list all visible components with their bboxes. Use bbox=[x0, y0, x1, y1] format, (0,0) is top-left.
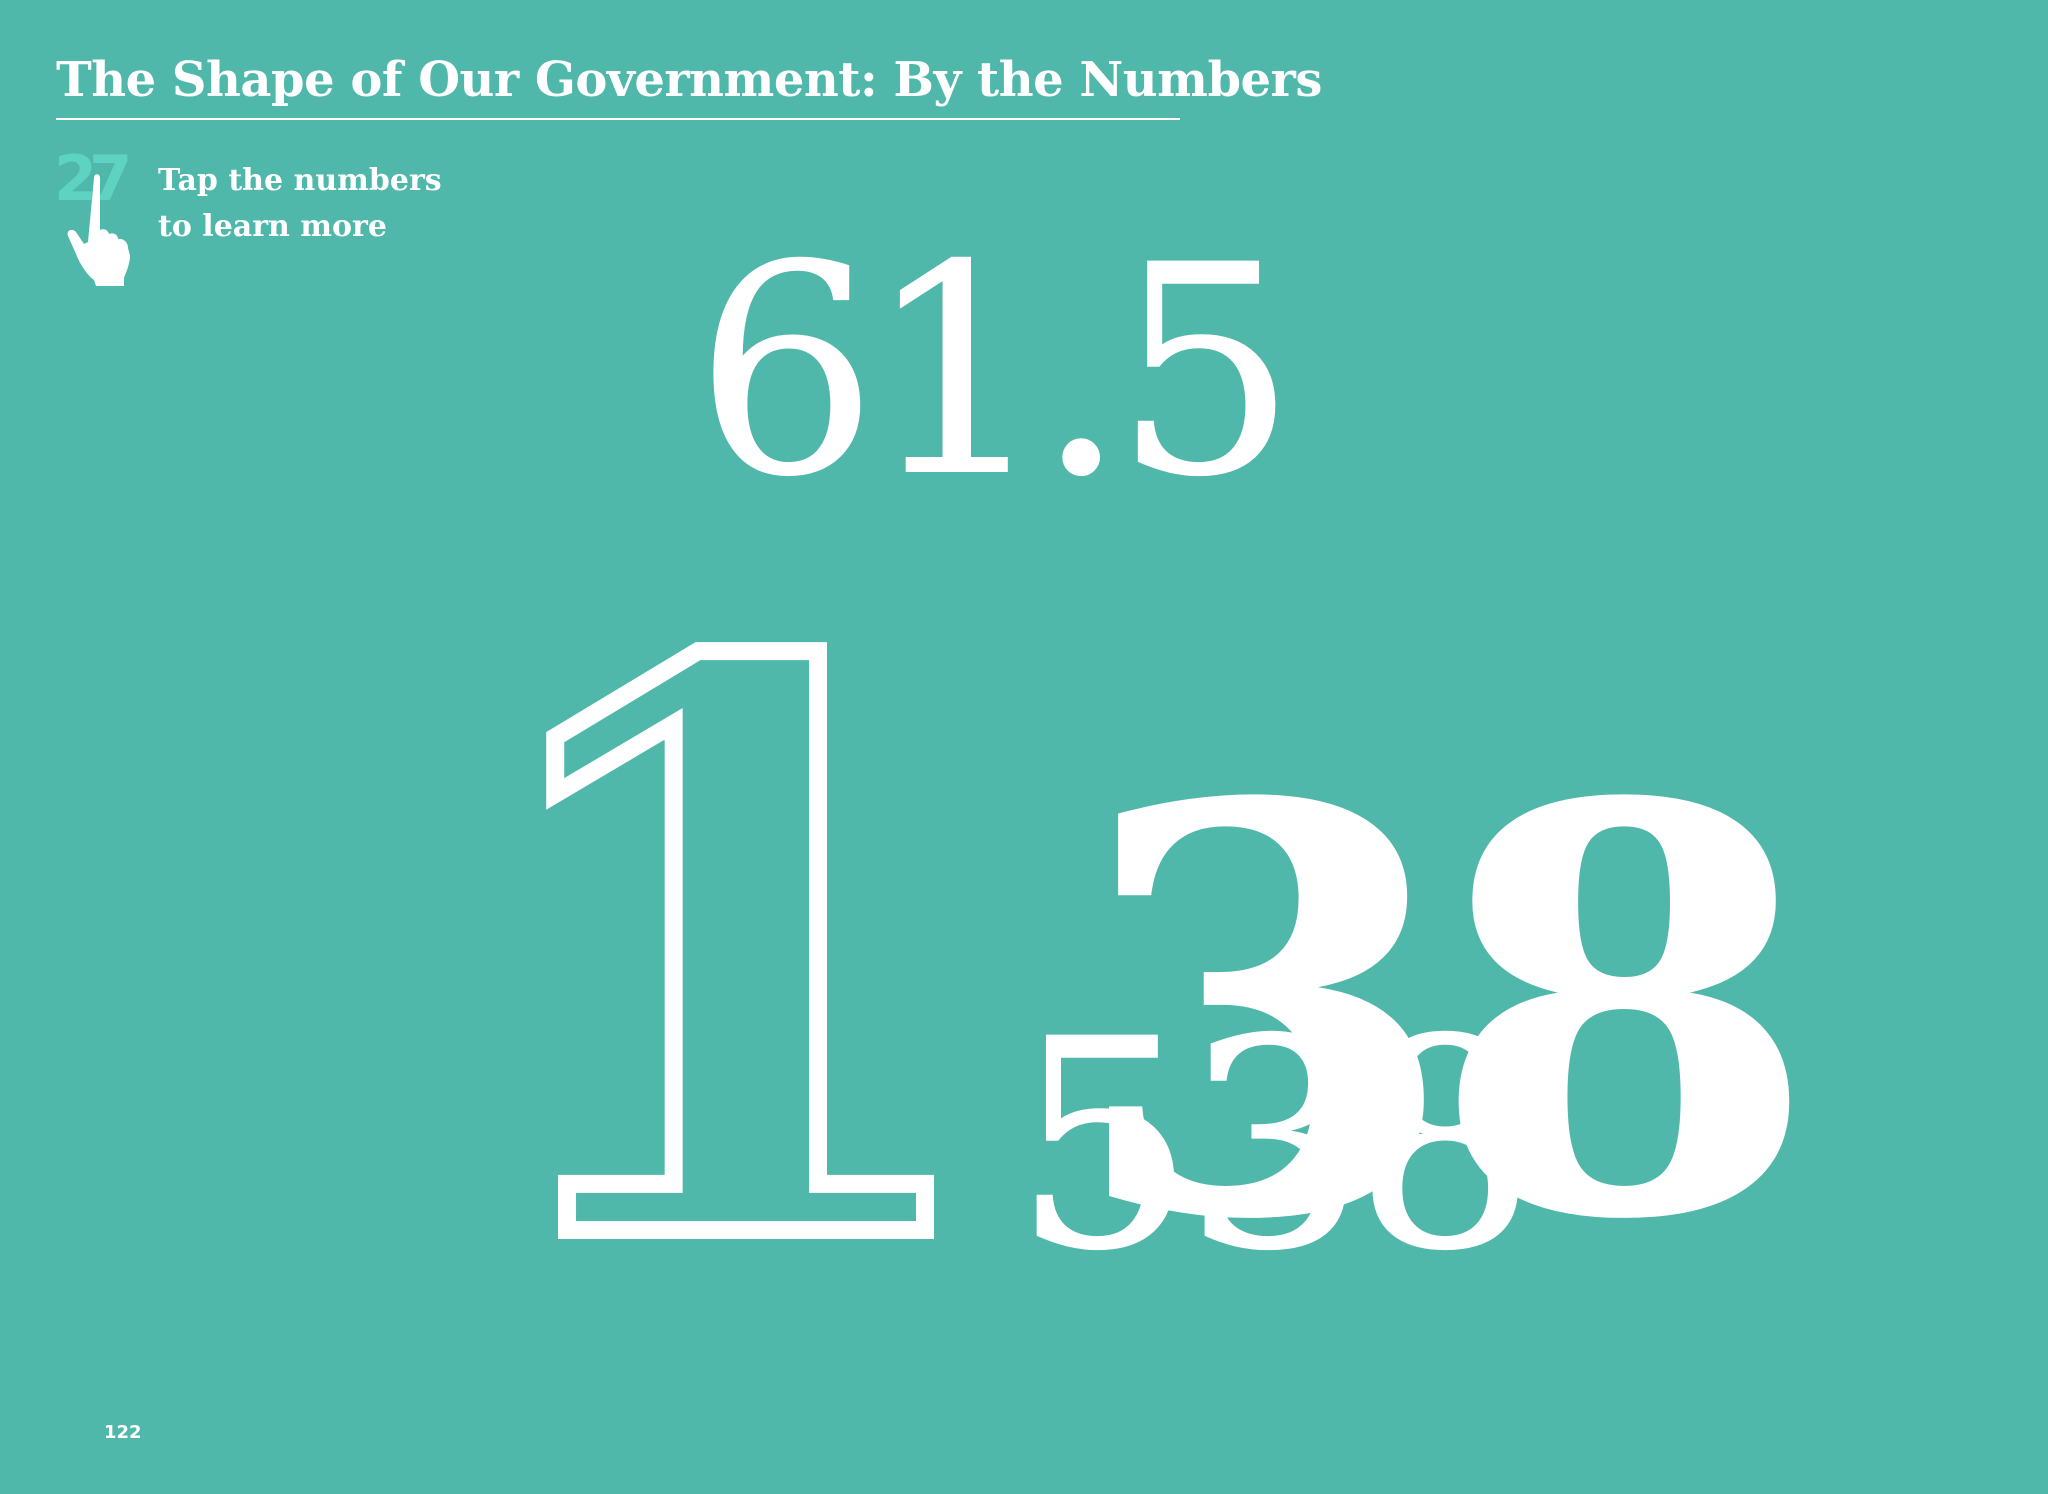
number-538[interactable]: 538 bbox=[1012, 978, 1538, 1315]
number-138-solid-digits[interactable]: 38 bbox=[1070, 685, 1827, 1343]
hand-fingertip-gap bbox=[95, 210, 99, 211]
tap-hint: 27 Tap the numbers to learn more bbox=[52, 140, 452, 290]
title-divider bbox=[56, 118, 1180, 120]
number-138-outline-digit[interactable]: 1 bbox=[451, 489, 1012, 1423]
hint-icon-number: 27 bbox=[54, 142, 128, 215]
hand-shape bbox=[67, 174, 130, 286]
tap-finger-icon: 27 bbox=[54, 142, 136, 286]
number-61-5[interactable]: 61.5 bbox=[694, 204, 1298, 541]
hint-line-1: Tap the numbers bbox=[158, 163, 442, 198]
hint-line-2: to learn more bbox=[158, 209, 387, 244]
hint-text: Tap the numbers to learn more bbox=[158, 158, 442, 250]
page-number: 122 bbox=[104, 1422, 142, 1443]
number-138[interactable]: 1 38 bbox=[451, 489, 1827, 1423]
page-title: The Shape of Our Government: By the Numb… bbox=[56, 52, 1322, 108]
